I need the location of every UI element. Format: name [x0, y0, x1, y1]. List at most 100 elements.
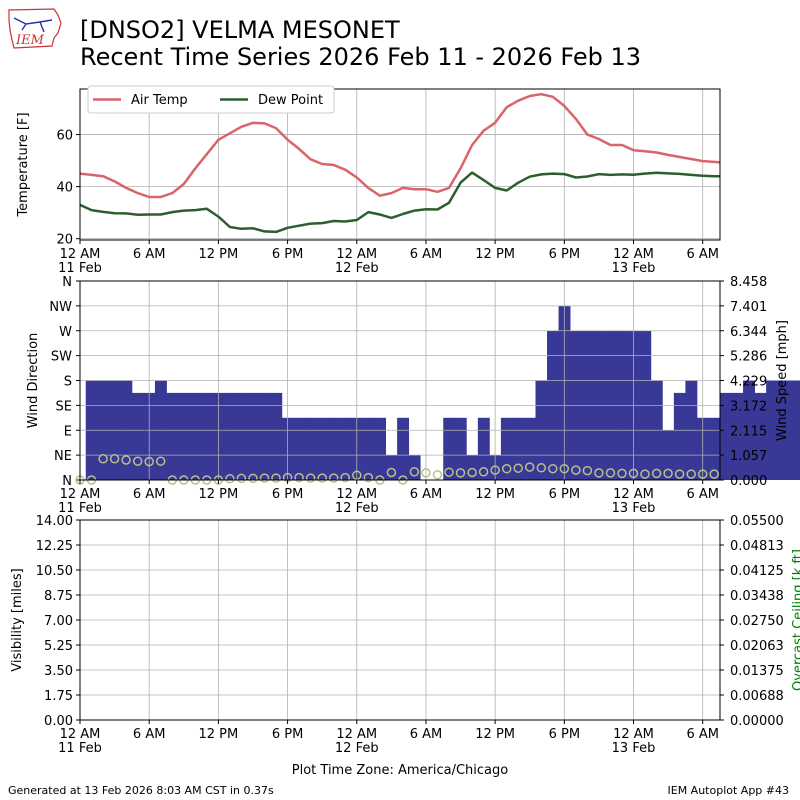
wind-speed-marker: [340, 472, 350, 483]
wind-direction-bar: [454, 417, 461, 480]
wind-direction-bar: [460, 417, 467, 480]
wind-direction-bar: [224, 392, 231, 480]
wind-speed-marker: [409, 467, 420, 477]
temp-x-tick-label: 12 AM: [613, 247, 654, 262]
vis-x-tick-label: 6 PM: [549, 727, 580, 742]
wind-direction-bar: [327, 417, 335, 480]
temp-x-tick-label: 12 AM: [60, 247, 101, 262]
wind-direction-bar: [523, 417, 531, 480]
wind-x-tick-date: 13 Feb: [612, 501, 656, 516]
wind-speed-tick-label: 3.172: [730, 399, 767, 414]
temp-x-tick-date: 13 Feb: [612, 261, 656, 276]
wind-direction-bar: [794, 380, 800, 480]
wind-speed-marker: [501, 463, 512, 474]
wind-direction-bar: [212, 392, 219, 480]
wind-direction-bar: [529, 417, 536, 480]
timezone-label: Plot Time Zone: America/Chicago: [291, 763, 509, 778]
vis-x-tick-label: 12 AM: [60, 727, 101, 742]
wind-speed-marker: [686, 469, 696, 479]
wind-direction-bar: [201, 392, 208, 480]
wind-direction-bar: [350, 417, 358, 480]
wind-speed-marker: [674, 469, 685, 479]
wind-plot-frame: [79, 280, 721, 481]
wind-speed-marker: [132, 456, 143, 466]
vis-y-axis-label: Visibility [miles]: [10, 568, 25, 671]
vis-x-tick-label: 6 AM: [686, 727, 719, 742]
wind-speed-marker: [651, 468, 662, 479]
temp-y-axis-label: Temperature [F]: [16, 112, 31, 217]
wind-speed-marker: [490, 465, 500, 475]
wind-direction-bar: [166, 392, 173, 480]
vis-y-tick-label: 0.00: [44, 714, 73, 729]
wind-direction-bar: [149, 392, 156, 480]
wind-speed-marker: [271, 473, 281, 483]
wind-direction-bar: [466, 455, 473, 480]
wind-direction-bar: [339, 417, 346, 480]
wind-direction-bar: [760, 392, 767, 480]
wind-direction-bar: [714, 417, 721, 480]
wind-direction-bar: [316, 417, 323, 480]
wind-direction-bar: [281, 417, 288, 480]
vis-y-tick-label: 10.50: [36, 564, 73, 579]
wind-speed-marker: [697, 469, 708, 479]
temp-x-tick-date: 11 Feb: [58, 261, 102, 276]
wind-direction-bar: [518, 417, 525, 480]
wind-direction-bar: [293, 417, 300, 480]
wind-speed-marker: [582, 465, 593, 476]
wind-x-tick-label: 12 PM: [475, 487, 515, 502]
wind-direction-bar: [558, 305, 565, 480]
generated-timestamp: Generated at 13 Feb 2026 8:03 AM CST in …: [8, 784, 274, 797]
vis-y-tick-label: 14.00: [36, 514, 73, 529]
wind-speed-marker: [98, 454, 108, 464]
wind-speed-marker: [524, 462, 535, 472]
wind-direction-bar: [235, 392, 242, 480]
temp-x-tick-label: 12 PM: [199, 247, 239, 262]
wind-x-tick-label: 6 AM: [133, 487, 166, 502]
ceiling-y2-axis-label: Overcast Ceiling [k ft]: [791, 549, 800, 691]
wind-direction-bar: [720, 392, 727, 480]
wind-y-axis-label: Wind Direction: [26, 333, 41, 429]
wind-direction-bar: [356, 417, 363, 480]
wind-speed-tick-label: 2.115: [730, 424, 767, 439]
vis-y-tick-label: 7.00: [44, 614, 73, 629]
wind-speed-marker: [467, 467, 477, 478]
temp-x-tick-label: 6 AM: [410, 247, 443, 262]
wind-speed-tick-label: 0.000: [730, 474, 767, 489]
wind-speed-marker: [363, 472, 374, 483]
wind-direction-bar: [506, 417, 513, 480]
vis-x-tick-label: 6 PM: [272, 727, 303, 742]
wind-speed-marker: [236, 473, 247, 484]
temp-x-tick-label: 12 AM: [336, 247, 377, 262]
wind-dir-tick-label: S: [64, 375, 72, 390]
wind-direction-bar: [368, 417, 375, 480]
wind-direction-bar: [771, 380, 779, 480]
autoplot-app-label: IEM Autoplot App #43: [667, 784, 790, 797]
iowa-outline: [8, 8, 62, 49]
wind-direction-bar: [304, 417, 312, 480]
wind-direction-bar: [777, 380, 784, 480]
wind-speed-marker: [317, 473, 327, 483]
temp-x-tick-label: 6 PM: [549, 247, 580, 262]
wind-direction-bar: [131, 392, 139, 480]
wind-speed-marker: [605, 468, 616, 478]
wind-direction-bar: [708, 417, 715, 480]
vis-plot-frame: [79, 519, 721, 721]
wind-speed-marker: [548, 463, 558, 474]
wind-speed-marker: [432, 470, 443, 480]
ceiling-y2-tick-label: 0.00688: [730, 689, 784, 704]
ceiling-y2-tick-label: 0.04125: [730, 564, 784, 579]
wind-direction-bar: [397, 417, 404, 480]
wind-speed-marker: [663, 468, 673, 479]
wind-speed-marker: [248, 473, 258, 484]
iem-logo: IEM: [8, 8, 62, 49]
wind-x-tick-label: 6 PM: [272, 487, 303, 502]
vis-x-tick-date: 11 Feb: [58, 741, 102, 756]
legend-air-temp-label: Air Temp: [131, 93, 188, 108]
wind-direction-bar: [287, 417, 294, 480]
wind-direction-bar: [379, 417, 386, 480]
wind-direction-bar: [385, 455, 392, 480]
wind-speed-marker: [259, 473, 270, 483]
vis-y-tick-label: 3.50: [44, 664, 73, 679]
wind-direction-bar: [322, 417, 329, 480]
